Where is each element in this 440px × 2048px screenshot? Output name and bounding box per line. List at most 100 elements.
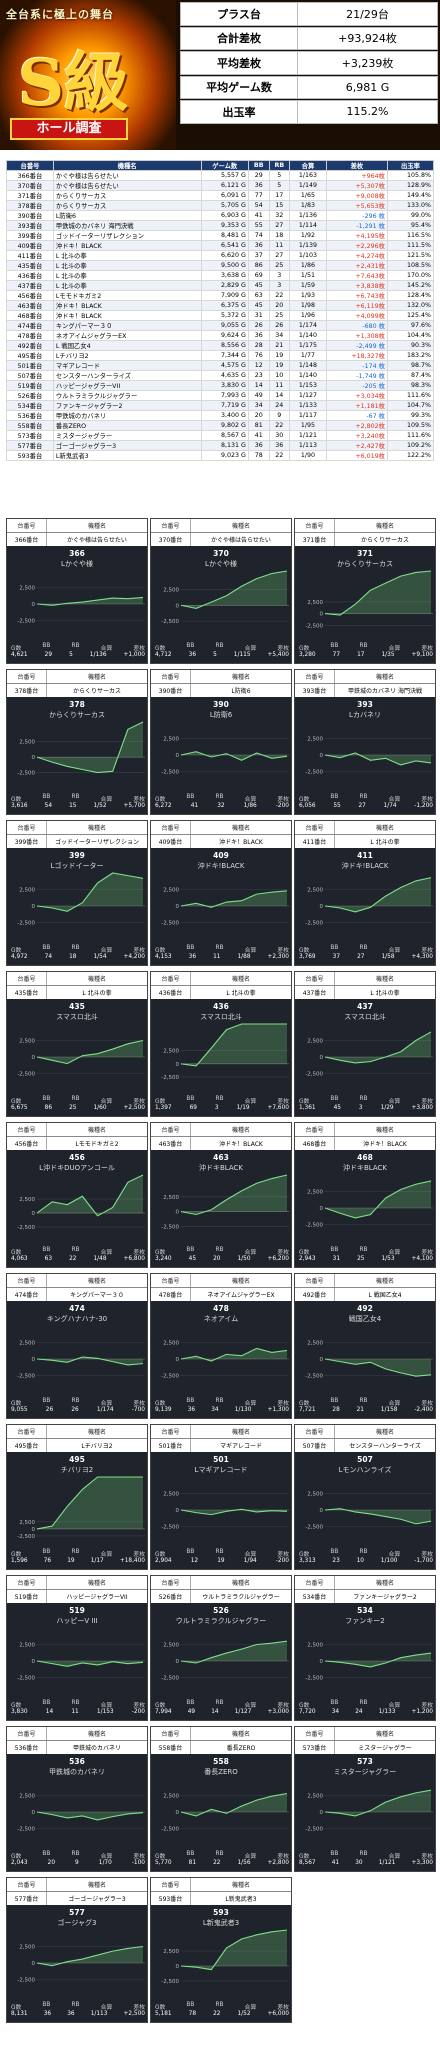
table-row[interactable]: 478番台 ネオアイムジャグラーEX 9,624 G 36 34 1/140 +1,308枚…	[6, 330, 435, 341]
table-row[interactable]: 411番台 L 北斗の拳 6,620 G 37 27 1/103 +4,274枚 121.5%	[6, 250, 435, 261]
table-cell: 105.8%	[386, 170, 435, 181]
graph-card[interactable]: 台番号 機種名 478番台 ネオアイムジャグラーEX 478 ネオアイム 2,500 0 -2,…	[150, 1273, 292, 1419]
stat-label: G数	[11, 646, 22, 652]
table-cell: 399番台	[6, 230, 54, 241]
graph-card[interactable]: 台番号 機種名 558番台 番長ZERO 558 番長ZERO 2,500 0 -2,500 G数…	[150, 1726, 292, 1872]
table-cell: 45	[247, 280, 270, 291]
summary-row: 平均ゲーム数 6,981 G	[180, 75, 438, 99]
table-row[interactable]: 577番台 ゴーゴージャグラー3 8,131 G 36 36 1/113 +2,427枚 10…	[6, 440, 435, 451]
table-row[interactable]: 436番台 L 北斗の拳 3,638 G 69 3 1/51 +7,643枚 170.0%	[6, 270, 435, 281]
graph-card[interactable]: 台番号 機種名 371番台 からくりサーカス 371 からくりサーカス 2,500 0 -2,5…	[294, 518, 436, 664]
table-cell: 11	[268, 240, 291, 251]
graph-card[interactable]: 台番号 機種名 501番台 マギアレコード 501 Lマギアレコード 2,500 0 -2,50…	[150, 1424, 292, 1570]
graph-card[interactable]: 台番号 機種名 456番台 Lモモドキガミ2 456 L沖ドキDUOアンコール 2,500 0…	[6, 1122, 148, 1268]
table-row[interactable]: 558番台 番長ZERO 9,802 G 81 22 1/95 +2,802枚 109.5%	[6, 420, 435, 431]
stat-label: 差枚	[421, 1250, 433, 1256]
table-row[interactable]: 593番台 L新鬼武者3 9,023 G 78 22 1/90 +6,019枚 122.2%	[6, 450, 435, 461]
graph-card[interactable]: 台番号 機種名 411番台 L 北斗の拳 411 沖ドキ!BLACK 2,500 0 -2,50…	[294, 820, 436, 966]
stat-value: 6,675	[11, 1105, 28, 1111]
graph-card[interactable]: 台番号 機種名 526番台 ウルトラミラクルジャグラー 526 ウルトラミラクルジャグラー…	[150, 1575, 292, 1721]
table-row[interactable]: 474番台 キングパーマー３０ 9,055 G 26 26 1/174 -680 枚 97.6…	[6, 320, 435, 331]
table-row[interactable]: 371番台 からくりサーカス 6,091 G 77 17 1/65 +9,008枚 149.4…	[6, 190, 435, 201]
table-row[interactable]: 435番台 L 北斗の拳 9,500 G 86 25 1/86 +2,431枚 108.5%	[6, 260, 435, 271]
stat-label: RB	[215, 945, 224, 951]
graph-card[interactable]: 台番号 機種名 437番台 L 北斗の拳 437 スマスロ北斗 2,500 0 -2,500 G数…	[294, 971, 436, 1117]
graph-card[interactable]: 台番号 機種名 593番台 L新鬼武者3 593 L新鬼武者3 2,500 0 -2,500 G数…	[150, 1877, 292, 2023]
graph-area	[325, 1790, 431, 1816]
table-cell: 99.3%	[386, 410, 435, 421]
table-row[interactable]: 534番台 ファンキージャグラー2 7,719 G 34 24 1/133 +1,181枚 1…	[6, 400, 435, 411]
graph-card[interactable]: 台番号 機種名 366番台 かぐや様は告らせたい 366 Lかぐや様 2,500 0 -2,50…	[6, 518, 148, 664]
table-row[interactable]: 526番台 ウルトラミラクルジャグラー 7,993 G 49 14 1/127 +3,034…	[6, 390, 435, 401]
stat-label: 合算	[388, 1099, 401, 1105]
table-cell: +4,195枚	[325, 230, 388, 241]
table-row[interactable]: 370番台 かぐや様は告らせたい 6,121 G 36 5 1/149 +5,307枚 128…	[6, 180, 435, 191]
stat-label: RB	[71, 945, 80, 951]
stats-values: 4,712 36 5 1/115 +5,400	[155, 652, 289, 658]
graph-card[interactable]: 台番号 機種名 370番台 かぐや様は告らせたい 370 Lかぐや様 2,500 0 -2,50…	[150, 518, 292, 664]
table-row[interactable]: 399番台 ゴッドイーターリザレクション 8,481 G 74 18 1/92 +4,195…	[6, 230, 435, 241]
table-row[interactable]: 366番台 かぐや様は告らせたい 5,557 G 29 5 1/163 +964枚 105.8…	[6, 170, 435, 181]
table-row[interactable]: 492番台 L 戦国乙女4 8,556 G 28 21 1/175 -2,499 枚 90.3…	[6, 340, 435, 351]
stat-label: BB	[42, 1247, 51, 1253]
graph-card[interactable]: 台番号 機種名 495番台 Lチバリヨ2 495 チバリヨ2 2,500 0 -2,500 G数 B…	[6, 1424, 148, 1570]
graph-card[interactable]: 台番号 機種名 492番台 L 戦国乙女4 492 戦国乙女4 2,500 0 -2,500 G数…	[294, 1273, 436, 1419]
graph-card[interactable]: 台番号 機種名 507番台 センスターハンターライズ 507 Lモンハンライズ 2,500 0…	[294, 1424, 436, 1570]
table-cell: -1,291 枚	[325, 220, 388, 231]
y-tick-label: 0	[320, 904, 324, 910]
card-header: 台番号 機種名	[7, 1123, 147, 1137]
graph-card[interactable]: 台番号 機種名 519番台 ハッピージャグラーVII 519 ハッピーV III 2,500…	[6, 1575, 148, 1721]
table-row[interactable]: 463番台 沖ドキ！BLACK 6,375 G 45 20 1/98 +6,119枚 132.…	[6, 300, 435, 311]
card-col-label: 機種名	[375, 1278, 394, 1285]
graph-card[interactable]: 台番号 機種名 577番台 ゴーゴージャグラー3 577 ゴージャグ3 2,500 0 -2,5…	[6, 1877, 148, 2023]
y-tick-label: 2,500	[307, 1794, 323, 1800]
table-row[interactable]: 501番台 マギアレコード 4,575 G 12 19 1/148 -174 枚 98.7%	[6, 360, 435, 371]
table-row[interactable]: 468番台 沖ドキ！BLACK 5,372 G 31 25 1/96 +4,099枚 125.…	[6, 310, 435, 321]
table-row[interactable]: 409番台 沖ドキ！BLACK 6,541 G 36 11 1/139 +2,296枚 111…	[6, 240, 435, 251]
graph-card[interactable]: 台番号 機種名 399番台 ゴッドイーターリザレクション 399 Lゴッドイーター 2,50…	[6, 820, 148, 966]
stat-value: 36	[188, 652, 197, 658]
summary-label: 平均ゲーム数	[180, 75, 298, 99]
table-row[interactable]: 495番台 Lチバリヨ2 7,344 G 76 19 1/77 +18,327枚 183.2%	[6, 350, 435, 361]
summary-panel: プラス台 21/29台 合計差枚 +93,924枚 平均差枚 +3,239枚 平均ゲーム数 6…	[180, 2, 438, 125]
graph-card[interactable]: 台番号 機種名 436番台 L 北斗の拳 436 スマスロ北斗 2,500 0 -2,500 G数…	[150, 971, 292, 1117]
graph-card[interactable]: 台番号 機種名 390番台 L防衛6 390 L防衛6 2,500 0 -2,500 G数 BB RB…	[150, 669, 292, 815]
graph-card[interactable]: 台番号 機種名 573番台 ミスタージャグラー 573 ミスタージャグラー 2,500 0 -2…	[294, 1726, 436, 1872]
stat-label: 合算	[100, 1854, 113, 1860]
table-cell: 122.2%	[386, 450, 435, 461]
stat-value: 1,596	[11, 1558, 28, 1564]
graph-card[interactable]: 台番号 機種名 409番台 沖ドキ！BLACK 409 沖ドキ!BLACK 2,500 0 -2…	[150, 820, 292, 966]
stats-labels: G数 BB RB 合算 差枚	[155, 1549, 289, 1558]
graph-card[interactable]: 台番号 機種名 474番台 キングパーマー３０ 474 キングハナハナ-30 2,500 0 -…	[6, 1273, 148, 1419]
table-row[interactable]: 437番台 L 北斗の拳 2,829 G 45 3 1/59 +3,838枚 145.2%	[6, 280, 435, 291]
graph-card[interactable]: 台番号 機種名 534番台 ファンキージャグラー2 534 ファンキー2 2,500 0 -2,…	[294, 1575, 436, 1721]
table-cell: 1/86	[289, 260, 327, 271]
table-row[interactable]: 456番台 Lモモドキガミ2 7,909 G 63 22 1/93 +6,743枚 128.4…	[6, 290, 435, 301]
graph-machine-number: 437	[357, 1002, 373, 1011]
stat-value: 14	[45, 1709, 54, 1715]
graph-card[interactable]: 台番号 機種名 468番台 沖ドキ！BLACK 468 沖ドキBLACK 2,500 0 -2,…	[294, 1122, 436, 1268]
table-row[interactable]: 393番台 甲鉄城のカバネリ 海門決戦 9,353 G 55 27 1/114 -1,291…	[6, 220, 435, 231]
table-row[interactable]: 390番台 L防衛6 6,903 G 41 32 1/136 -296 枚 99.0%	[6, 210, 435, 221]
y-tick-label: 0	[320, 1055, 324, 1061]
table-cell: 36	[268, 440, 291, 451]
table-row[interactable]: 378番台 からくりサーカス 5,705 G 54 15 1/83 +5,653枚 133.0…	[6, 200, 435, 211]
graph-card[interactable]: 台番号 機種名 463番台 沖ドキ！BLACK 463 沖ドキBLACK 2,500 0 -2,…	[150, 1122, 292, 1268]
card-machine-no: 492番台	[295, 1288, 335, 1301]
graph-card[interactable]: 台番号 機種名 393番台 甲鉄城のカバネリ 海門決戦 393 Lカバネリ 2,500 0 -2…	[294, 669, 436, 815]
table-row[interactable]: 536番台 甲鉄城のカバネリ 3,400 G 20 9 1/117 -67 枚 99.3%	[6, 410, 435, 421]
graph-area	[181, 1930, 287, 1970]
stat-label: RB	[359, 1096, 368, 1102]
table-cell: ゴーゴージャグラー3	[52, 440, 202, 451]
table-row[interactable]: 507番台 センスターハンターライズ 4,635 G 23 10 1/140 -1,749 …	[6, 370, 435, 381]
graph-card[interactable]: 台番号 機種名 536番台 甲鉄城のカバネリ 536 甲鉄城のカバネリ 2,500 0 -2,5…	[6, 1726, 148, 1872]
stats-labels: G数 BB RB 合算 差枚	[11, 1700, 145, 1709]
table-cell: 132.0%	[386, 300, 435, 311]
graph-card[interactable]: 台番号 機種名 378番台 からくりサーカス 378 からくりサーカス 2,500 0 -2,5…	[6, 669, 148, 815]
table-cell: -174 枚	[325, 360, 388, 371]
card-col-label: 機種名	[375, 1731, 394, 1738]
graph-card[interactable]: 台番号 機種名 435番台 L 北斗の拳 435 スマスロ北斗 2,500 0 -2,500 G数…	[6, 971, 148, 1117]
table-row[interactable]: 573番台 ミスタージャグラー 8,567 G 41 30 1/121 +3,240枚 111…	[6, 430, 435, 441]
